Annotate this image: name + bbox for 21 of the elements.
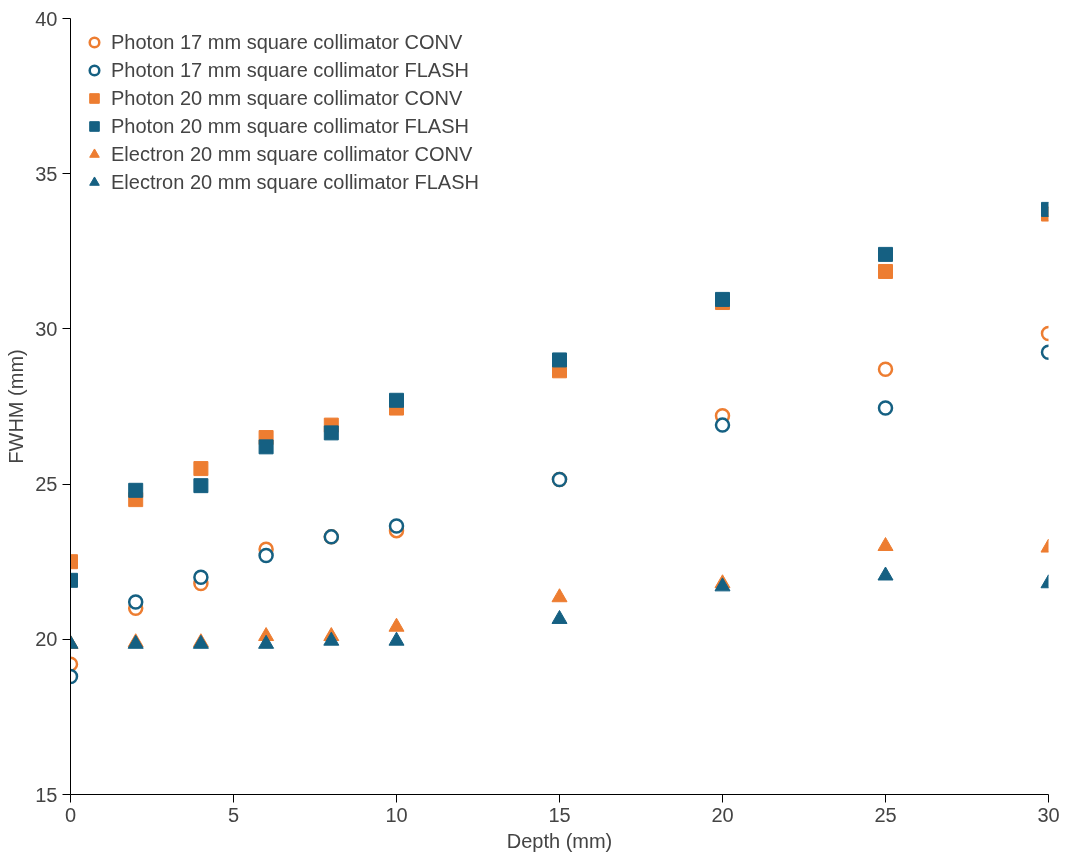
legend-label: Photon 20 mm square collimator FLASH — [111, 114, 469, 138]
legend-label: Photon 17 mm square collimator FLASH — [111, 58, 469, 82]
x-tick-label: 30 — [1037, 803, 1060, 826]
x-tick-label: 25 — [874, 803, 897, 826]
y-tick-label: 15 — [35, 783, 58, 806]
x-tick-label: 20 — [711, 803, 734, 826]
legend-label: Electron 20 mm square collimator CONV — [111, 142, 473, 166]
legend-label: Photon 17 mm square collimator CONV — [111, 30, 463, 54]
x-axis-title: Depth (mm) — [506, 829, 613, 852]
y-tick-label: 30 — [35, 317, 58, 340]
y-tick-label: 35 — [35, 162, 58, 185]
x-tick-label: 10 — [385, 803, 408, 826]
y-axis-title: FWHM (mm) — [5, 349, 28, 464]
y-tick-label: 25 — [35, 473, 58, 496]
x-tick-label: 15 — [548, 803, 571, 826]
x-tick-label: 0 — [64, 803, 77, 826]
legend-label: Photon 20 mm square collimator CONV — [111, 86, 463, 110]
x-tick-label: 5 — [227, 803, 240, 826]
y-tick-label: 40 — [35, 7, 58, 30]
legend-label: Electron 20 mm square collimator FLASH — [111, 170, 479, 194]
y-tick-label: 20 — [35, 628, 58, 651]
